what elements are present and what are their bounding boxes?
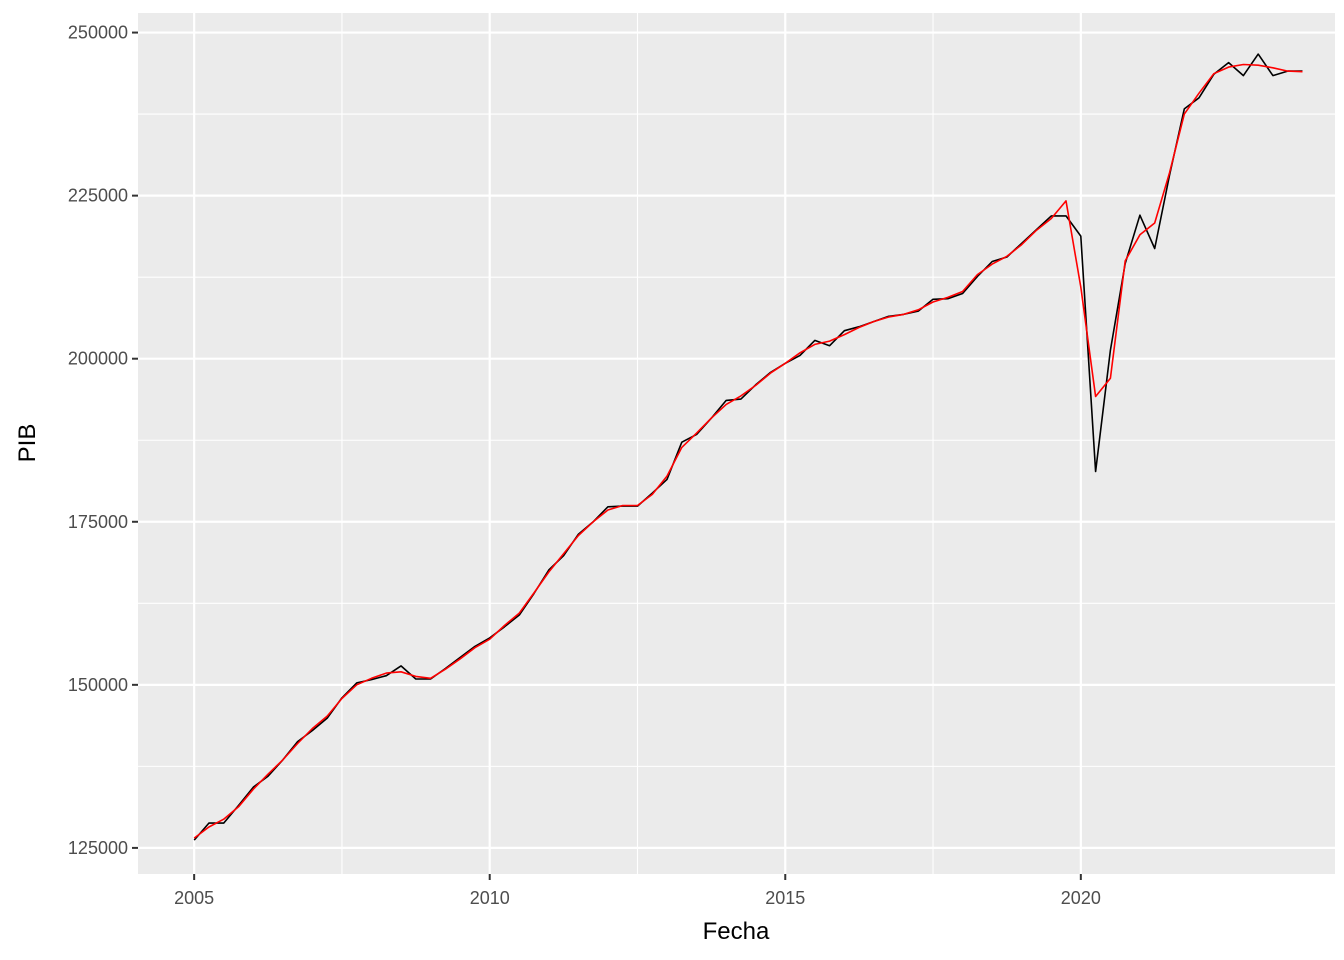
y-tick-label: 250000 xyxy=(68,23,128,43)
x-tick-label: 2020 xyxy=(1061,888,1101,908)
plot-panel xyxy=(138,13,1335,874)
y-tick-label: 225000 xyxy=(68,186,128,206)
minor-gridlines xyxy=(138,13,1335,874)
y-axis-title: PIB xyxy=(14,424,41,463)
x-tick-label: 2010 xyxy=(470,888,510,908)
series-line-1 xyxy=(193,53,1303,841)
major-gridlines xyxy=(138,13,1335,874)
x-axis: 2005 2010 2015 2020 xyxy=(174,874,1101,908)
series-line-2 xyxy=(193,63,1303,839)
x-tick-label: 2005 xyxy=(174,888,214,908)
y-tick-label: 125000 xyxy=(68,838,128,858)
x-axis-title: Fecha xyxy=(703,918,770,945)
y-axis: 125000 150000 175000 200000 225000 250000 xyxy=(68,23,138,858)
y-tick-label: 175000 xyxy=(68,512,128,532)
y-tick-label: 200000 xyxy=(68,349,128,369)
series-layer xyxy=(193,53,1303,841)
y-tick-label: 150000 xyxy=(68,675,128,695)
x-tick-label: 2015 xyxy=(765,888,805,908)
